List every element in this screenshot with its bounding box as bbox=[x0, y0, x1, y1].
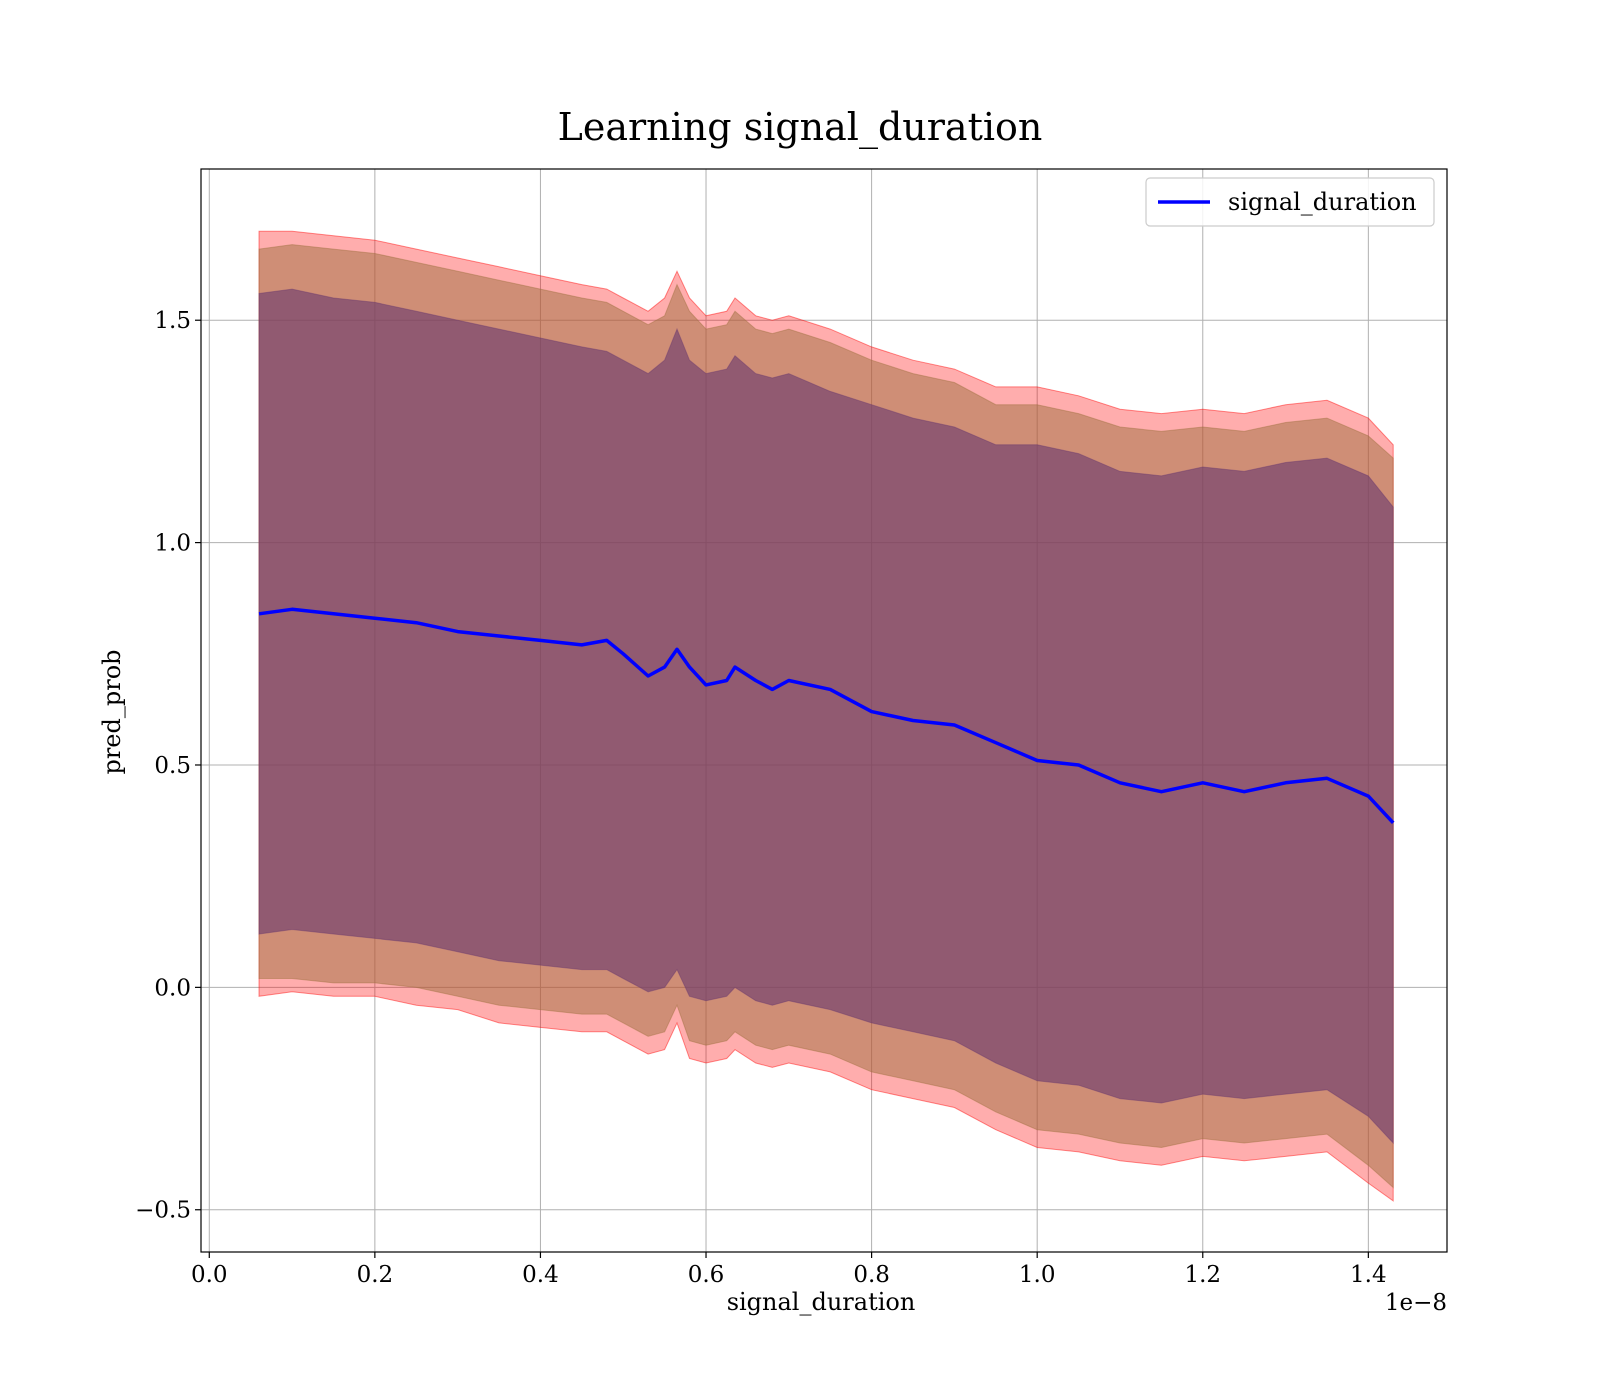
legend-box bbox=[1145, 177, 1435, 227]
series-lines bbox=[258, 607, 1395, 824]
y-tick-label: −0.5 bbox=[135, 1198, 191, 1224]
x-tick-label: 1.4 bbox=[1350, 1262, 1387, 1288]
uncertainty-bands bbox=[258, 230, 1394, 1202]
legend-label: signal_duration bbox=[1228, 188, 1417, 216]
y-axis-ticks: −0.5 0.0 0.5 1.0 1.5 bbox=[135, 308, 201, 1224]
x-axis-offset-label: 1e−8 bbox=[1385, 1290, 1447, 1316]
x-tick-label: 0.0 bbox=[191, 1262, 228, 1288]
x-tick-label: 0.2 bbox=[357, 1262, 394, 1288]
y-axis-label: pred_prob bbox=[98, 649, 126, 774]
band-inner bbox=[258, 288, 1394, 1145]
chart-title: Learning signal_duration bbox=[558, 105, 1043, 150]
series-line-signal-duration bbox=[258, 607, 1395, 824]
x-tick-label: 1.2 bbox=[1184, 1262, 1221, 1288]
x-tick-label: 0.4 bbox=[522, 1262, 559, 1288]
y-tick-label: 0.5 bbox=[154, 753, 191, 779]
plot-frame bbox=[200, 168, 1448, 1253]
x-axis-label: signal_duration bbox=[727, 1288, 916, 1316]
y-tick-label: 1.0 bbox=[154, 531, 191, 557]
x-tick-label: 0.8 bbox=[853, 1262, 890, 1288]
y-tick-label: 1.5 bbox=[154, 308, 191, 334]
x-tick-label: 1.0 bbox=[1019, 1262, 1056, 1288]
x-axis-ticks: 0.0 0.2 0.4 0.6 0.8 1.0 1.2 1.4 bbox=[191, 1252, 1387, 1288]
y-tick-label: 0.0 bbox=[154, 975, 191, 1001]
legend: signal_duration bbox=[1145, 177, 1435, 227]
x-tick-label: 0.6 bbox=[688, 1262, 725, 1288]
